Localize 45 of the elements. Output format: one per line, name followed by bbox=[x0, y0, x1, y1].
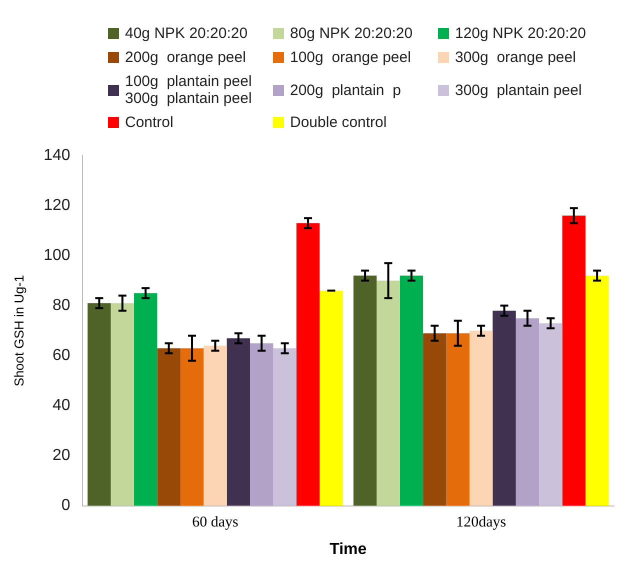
legend-label: Double control bbox=[290, 114, 387, 132]
bar bbox=[446, 333, 470, 506]
y-axis-title: Shoot GSH in Ug-1 bbox=[11, 275, 26, 386]
legend-label: 300g orange peel bbox=[455, 48, 576, 66]
bar bbox=[492, 310, 516, 506]
bar bbox=[353, 276, 377, 506]
bar bbox=[226, 338, 250, 506]
bar bbox=[562, 216, 586, 506]
bar bbox=[250, 343, 274, 506]
legend-label: 40g NPK 20:20:20 bbox=[125, 24, 248, 42]
bar bbox=[320, 290, 343, 506]
bar bbox=[400, 276, 424, 506]
legend-label: 120g NPK 20:20:20 bbox=[455, 24, 586, 42]
legend-label: 300g plantain peel bbox=[455, 82, 582, 99]
y-tick-label: 140 bbox=[44, 147, 70, 164]
bar bbox=[204, 346, 227, 506]
x-axis-title: Time bbox=[330, 540, 367, 558]
y-tick-label: 80 bbox=[52, 297, 70, 314]
x-tick-label: 120days bbox=[456, 514, 506, 531]
bar bbox=[539, 323, 562, 506]
bar bbox=[134, 293, 158, 506]
y-tick-label: 40 bbox=[52, 397, 70, 414]
x-tick-label: 60 days bbox=[192, 514, 239, 531]
y-tick-label: 120 bbox=[44, 197, 70, 214]
bar bbox=[516, 318, 540, 506]
bar bbox=[376, 280, 400, 506]
bar bbox=[585, 276, 609, 506]
bar bbox=[296, 223, 320, 506]
bar bbox=[423, 333, 446, 506]
legend-label: 100g plantain peel 300g plantain peel bbox=[125, 73, 252, 108]
legend-label: 80g NPK 20:20:20 bbox=[290, 24, 413, 42]
legend-label: 200g plantain p bbox=[290, 82, 401, 99]
y-tick-label: 60 bbox=[52, 347, 70, 364]
bar bbox=[469, 330, 493, 506]
y-tick-label: 0 bbox=[61, 497, 70, 514]
legend-label: 200g orange peel bbox=[125, 48, 246, 66]
y-tick-label: 20 bbox=[52, 447, 70, 464]
bar bbox=[273, 348, 296, 506]
legend-label: 100g orange peel bbox=[290, 48, 411, 66]
bar bbox=[88, 303, 111, 506]
legend-label: Control bbox=[125, 114, 174, 132]
bar bbox=[180, 348, 204, 506]
bar bbox=[110, 303, 134, 506]
y-tick-label: 100 bbox=[44, 247, 70, 264]
bar bbox=[157, 348, 180, 506]
